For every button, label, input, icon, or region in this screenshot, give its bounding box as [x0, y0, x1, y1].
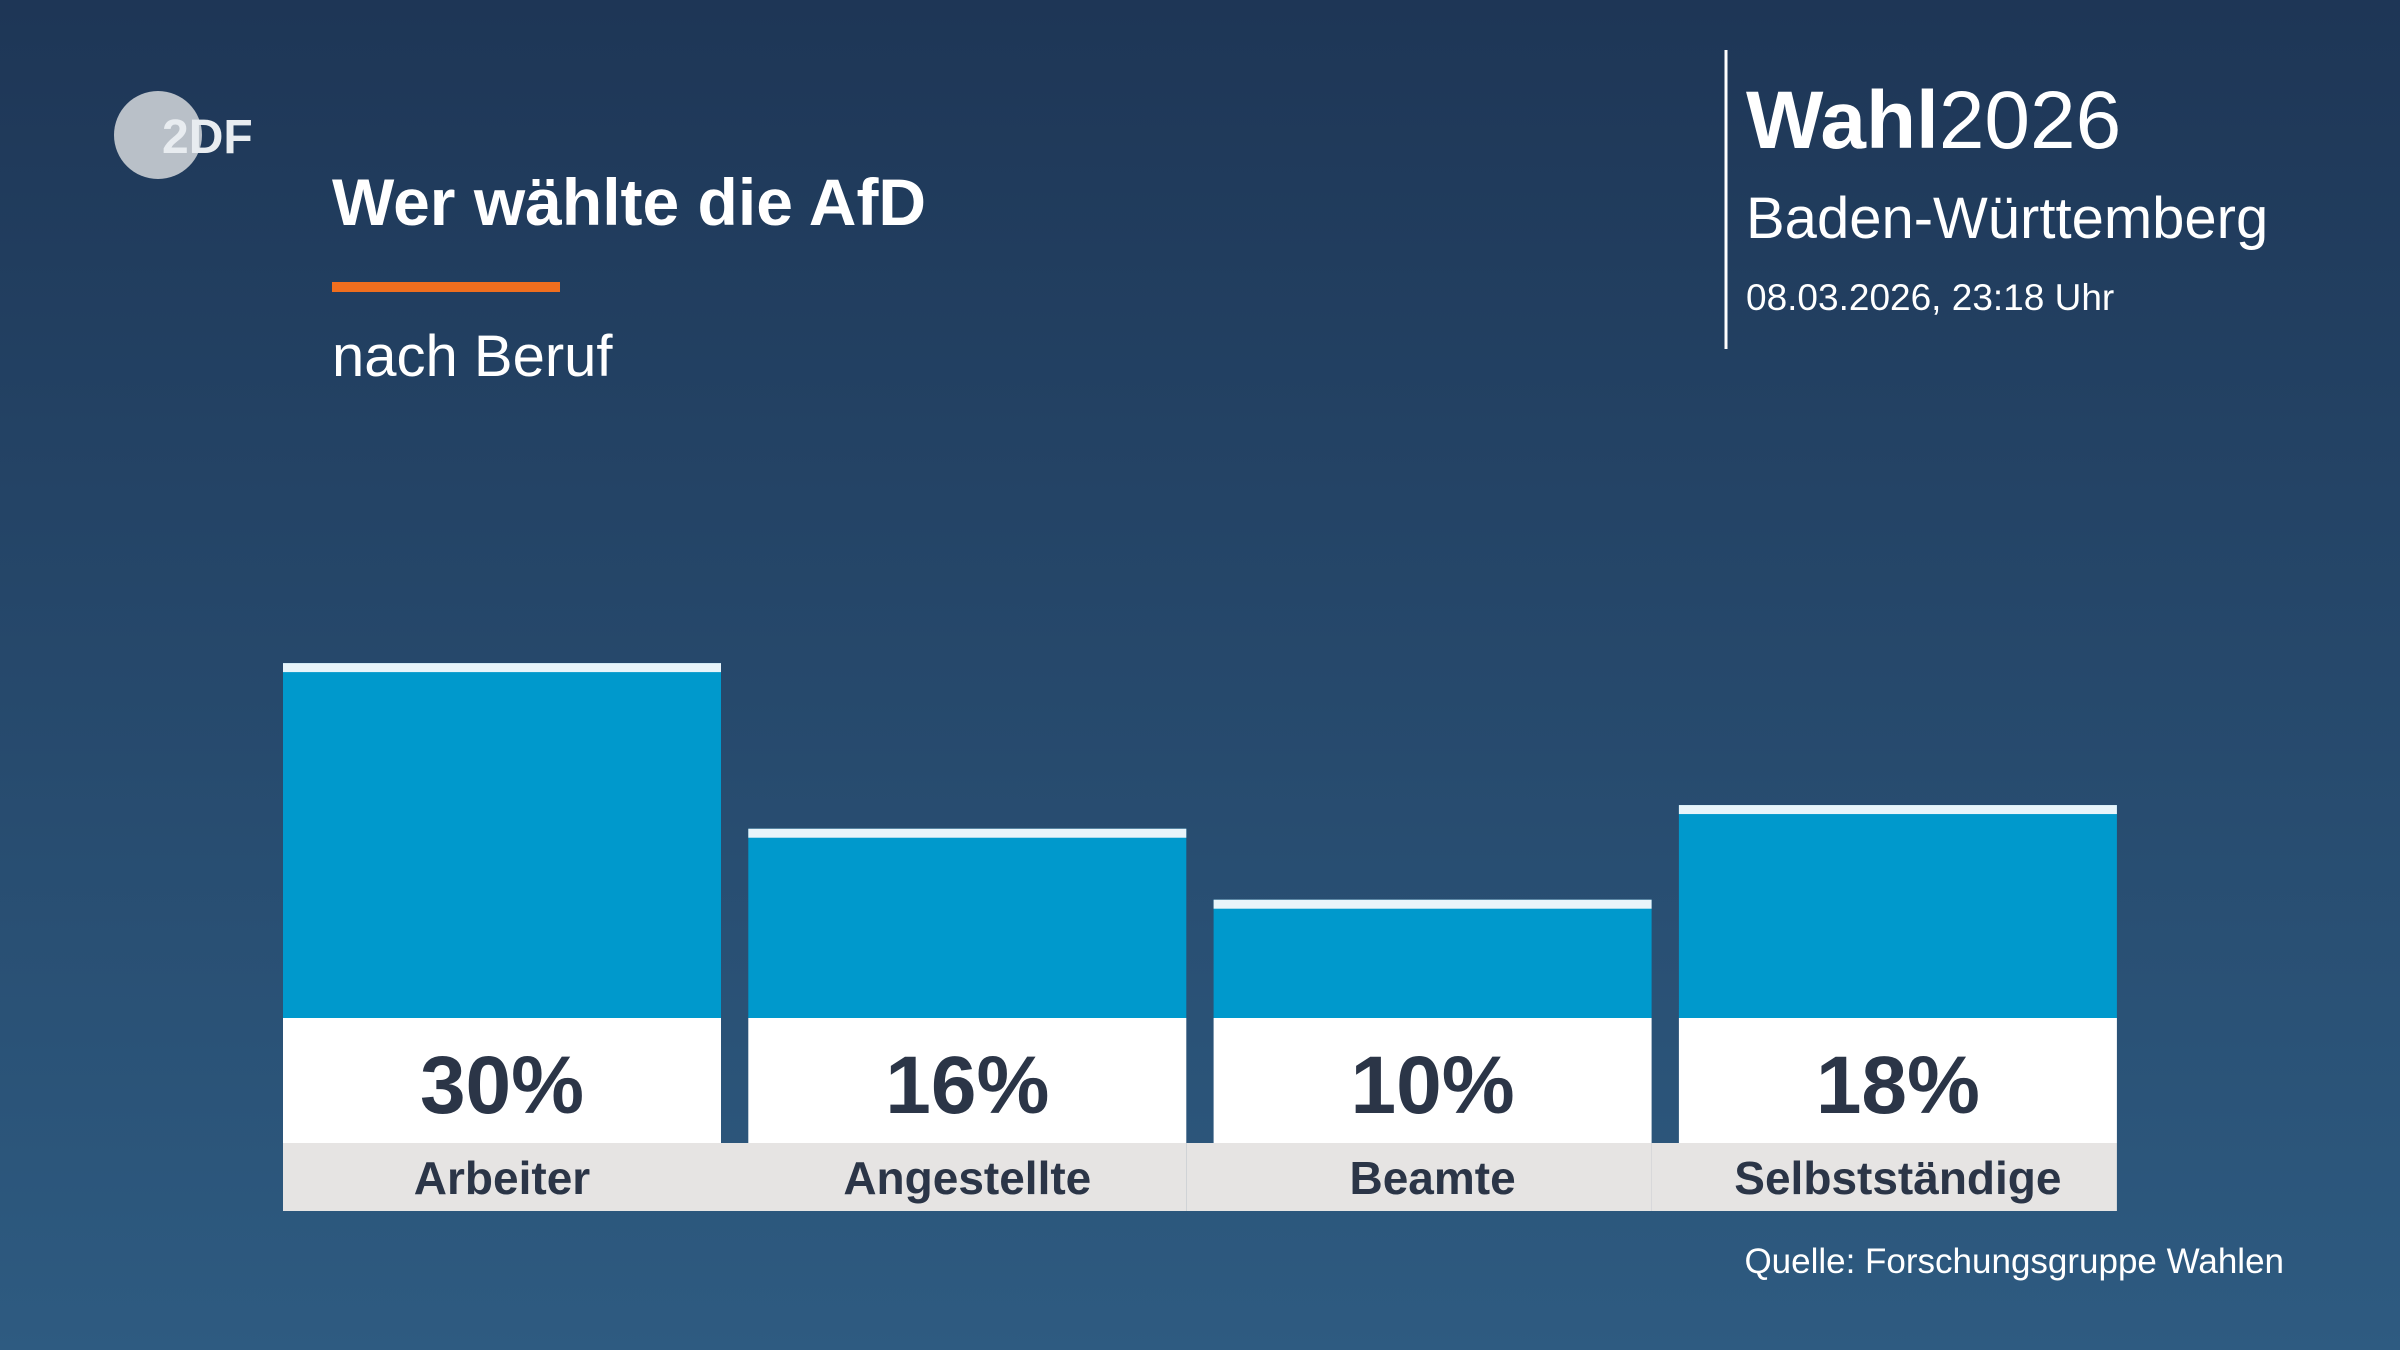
timestamp: 08.03.2026, 23:18 Uhr [1746, 277, 2114, 318]
label-box [283, 1143, 721, 1211]
value-label: 16% [885, 1040, 1049, 1131]
value-box [748, 1018, 1187, 1143]
category-label: Beamte [1349, 1152, 1515, 1204]
label-box [1186, 1143, 1652, 1211]
value-box [1213, 1018, 1652, 1143]
logo: 2DF [162, 111, 253, 164]
bar-cap [1213, 899, 1652, 909]
region: Baden-Württemberg [1746, 186, 2268, 251]
value-label: 18% [1816, 1040, 1980, 1131]
bar-cap [748, 828, 1187, 838]
title-underline [332, 282, 560, 292]
label-box [1651, 1143, 2117, 1211]
brand-year: 2026 [1939, 75, 2121, 166]
value-box [283, 1018, 721, 1143]
chart-title: Wer wählte die AfD [332, 165, 926, 239]
category-label: Selbstständige [1734, 1152, 2061, 1204]
category-label: Angestellte [843, 1152, 1091, 1204]
logo-circle [114, 91, 202, 179]
source: Quelle: Forschungsgruppe Wahlen [1744, 1242, 2284, 1281]
bar [283, 663, 721, 1018]
chart-subtitle: nach Beruf [332, 324, 613, 389]
brand-bold: Wahl [1746, 75, 1939, 166]
bar [748, 828, 1187, 1018]
label-box [721, 1143, 1187, 1211]
bar-cap [283, 663, 721, 673]
value-label: 10% [1351, 1040, 1515, 1131]
bar-cap [1678, 805, 2117, 815]
bar [1213, 899, 1652, 1018]
bar [1678, 805, 2117, 1018]
value-box [1678, 1018, 2117, 1143]
brand: Wahl2026 [1746, 75, 2121, 166]
value-label: 30% [420, 1040, 584, 1131]
category-label: Arbeiter [414, 1152, 590, 1204]
